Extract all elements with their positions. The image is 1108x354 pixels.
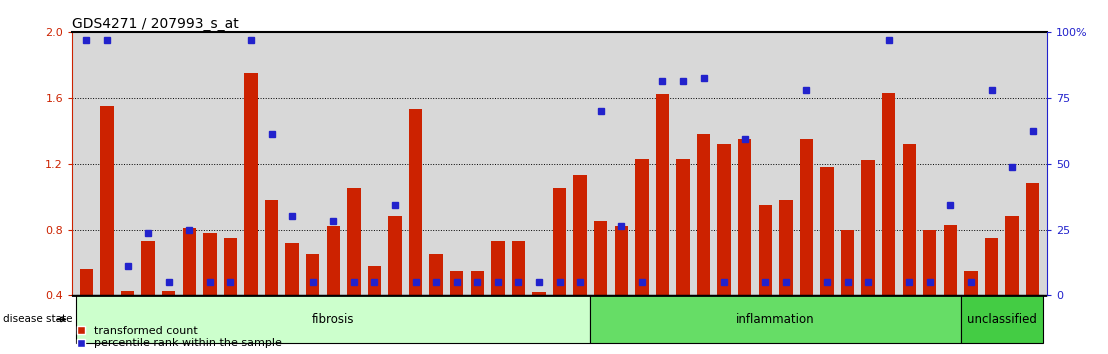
Bar — [553, 188, 566, 296]
Bar — [759, 205, 772, 296]
Bar — [409, 109, 422, 296]
Bar — [512, 241, 525, 296]
Bar — [471, 271, 484, 296]
Bar — [594, 221, 607, 296]
Bar — [101, 106, 114, 296]
Text: GDS4271 / 207993_s_at: GDS4271 / 207993_s_at — [72, 17, 238, 31]
Bar — [656, 95, 669, 296]
Bar — [368, 266, 381, 296]
Bar — [183, 228, 196, 296]
Bar — [635, 159, 648, 296]
Bar — [944, 224, 957, 296]
Bar — [779, 200, 792, 296]
Bar — [306, 254, 319, 296]
Legend: transformed count, percentile rank within the sample: transformed count, percentile rank withi… — [78, 326, 283, 348]
Bar — [615, 226, 628, 296]
Bar — [985, 238, 998, 296]
Bar — [162, 291, 175, 296]
Bar — [121, 291, 134, 296]
Bar — [142, 241, 155, 296]
Bar — [327, 226, 340, 296]
Bar — [430, 254, 443, 296]
Bar — [491, 241, 504, 296]
Bar — [1026, 183, 1039, 296]
Bar — [882, 93, 895, 296]
Bar — [532, 292, 545, 296]
Bar — [717, 144, 731, 296]
Bar — [841, 229, 854, 296]
Bar — [347, 188, 360, 296]
Bar — [591, 296, 961, 343]
Bar — [224, 238, 237, 296]
Bar — [80, 269, 93, 296]
Bar — [203, 233, 216, 296]
Text: fibrosis: fibrosis — [312, 313, 355, 326]
Bar — [697, 134, 710, 296]
Bar — [388, 216, 402, 296]
Bar — [961, 296, 1043, 343]
Bar — [286, 243, 299, 296]
Bar — [244, 73, 258, 296]
Bar — [903, 144, 916, 296]
Text: unclassified: unclassified — [967, 313, 1037, 326]
Bar — [923, 229, 936, 296]
Bar — [676, 159, 689, 296]
Bar — [76, 296, 591, 343]
Bar — [800, 139, 813, 296]
Bar — [964, 271, 977, 296]
Bar — [1005, 216, 1018, 296]
Bar — [265, 200, 278, 296]
Bar — [574, 175, 587, 296]
Bar — [820, 167, 833, 296]
Bar — [450, 271, 463, 296]
Text: inflammation: inflammation — [736, 313, 814, 326]
Bar — [861, 160, 875, 296]
Text: disease state: disease state — [3, 314, 73, 324]
Bar — [738, 139, 751, 296]
